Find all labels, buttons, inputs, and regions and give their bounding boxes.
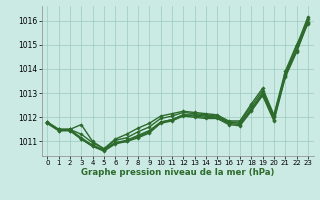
X-axis label: Graphe pression niveau de la mer (hPa): Graphe pression niveau de la mer (hPa) bbox=[81, 168, 274, 177]
